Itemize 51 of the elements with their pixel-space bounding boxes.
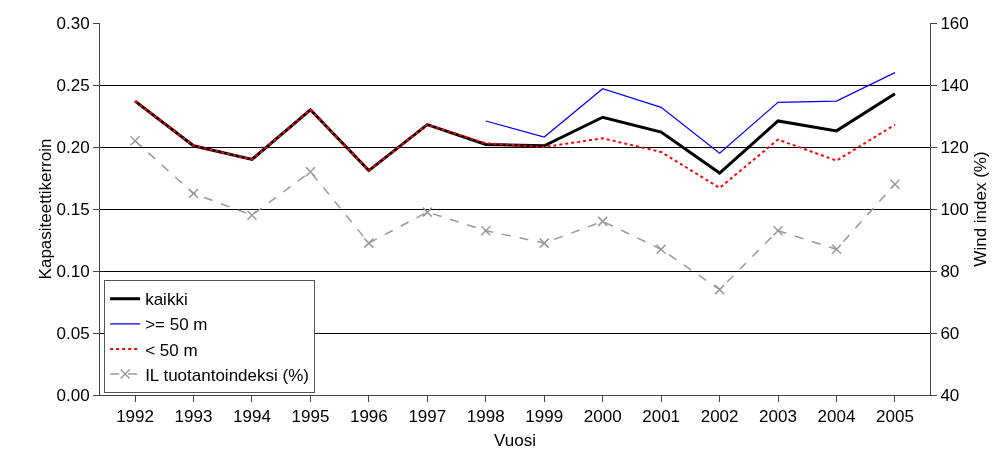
y2-tick-label: 140: [940, 75, 969, 95]
y-tick-label: 0.00: [56, 385, 90, 405]
x-tick-label: 1994: [233, 407, 271, 427]
point: [538, 237, 550, 249]
legend-label: IL tuotantoindeksi (%): [145, 365, 309, 385]
x-tick-label: 2003: [759, 407, 797, 427]
x-tick-label: 1999: [525, 407, 564, 427]
y2-tick-label: 160: [940, 13, 969, 33]
y-tick-label: 0.30: [56, 13, 90, 33]
y2-tick-label: 40: [940, 385, 960, 405]
x-tick-label: 1996: [349, 407, 388, 427]
point: [129, 135, 141, 147]
x-tick-label: 2000: [583, 407, 622, 427]
y2-tick-label: 120: [940, 137, 969, 157]
y2-axis-title: Wind index (%): [970, 151, 990, 267]
point: [831, 244, 842, 255]
x-tick-label: 2004: [817, 407, 856, 427]
x-tick-label: 2005: [876, 407, 914, 427]
point: [714, 284, 725, 295]
point: [480, 225, 492, 236]
point: [655, 244, 667, 255]
point: [246, 209, 258, 221]
point: [889, 178, 901, 190]
y2-tick-label: 100: [940, 199, 969, 219]
line-series: [134, 100, 896, 189]
point: [422, 206, 433, 218]
y-tick-label: 0.25: [56, 75, 90, 95]
point: [305, 166, 316, 178]
y-tick-label: 0.05: [56, 323, 90, 343]
x-tick-label: 1992: [116, 407, 154, 427]
point: [363, 237, 375, 249]
legend-label: < 50 m: [145, 340, 198, 360]
y-axis-title: Kapasiteettikerroin: [35, 138, 55, 280]
point: [772, 225, 784, 236]
line-series: [485, 72, 896, 154]
legend-label: kaikki: [145, 290, 188, 310]
x-axis-title: Vuosi: [494, 430, 536, 450]
y2-tick-label: 80: [940, 261, 960, 281]
y-tick-label: 0.15: [56, 199, 90, 219]
x-tick-label: 1997: [408, 407, 447, 427]
x-tick-label: 1995: [291, 407, 330, 427]
x-tick-label: 1993: [174, 407, 213, 427]
legend-label: >= 50 m: [145, 315, 208, 335]
x-tick-label: 2002: [700, 407, 739, 427]
x-tick-label: 2001: [642, 407, 681, 427]
point: [188, 188, 199, 199]
x-tick-label: 1998: [466, 407, 505, 427]
y-tick-label: 0.20: [56, 137, 90, 157]
y2-tick-label: 60: [940, 323, 960, 343]
point: [597, 216, 608, 227]
y-tick-label: 0.10: [56, 261, 90, 281]
